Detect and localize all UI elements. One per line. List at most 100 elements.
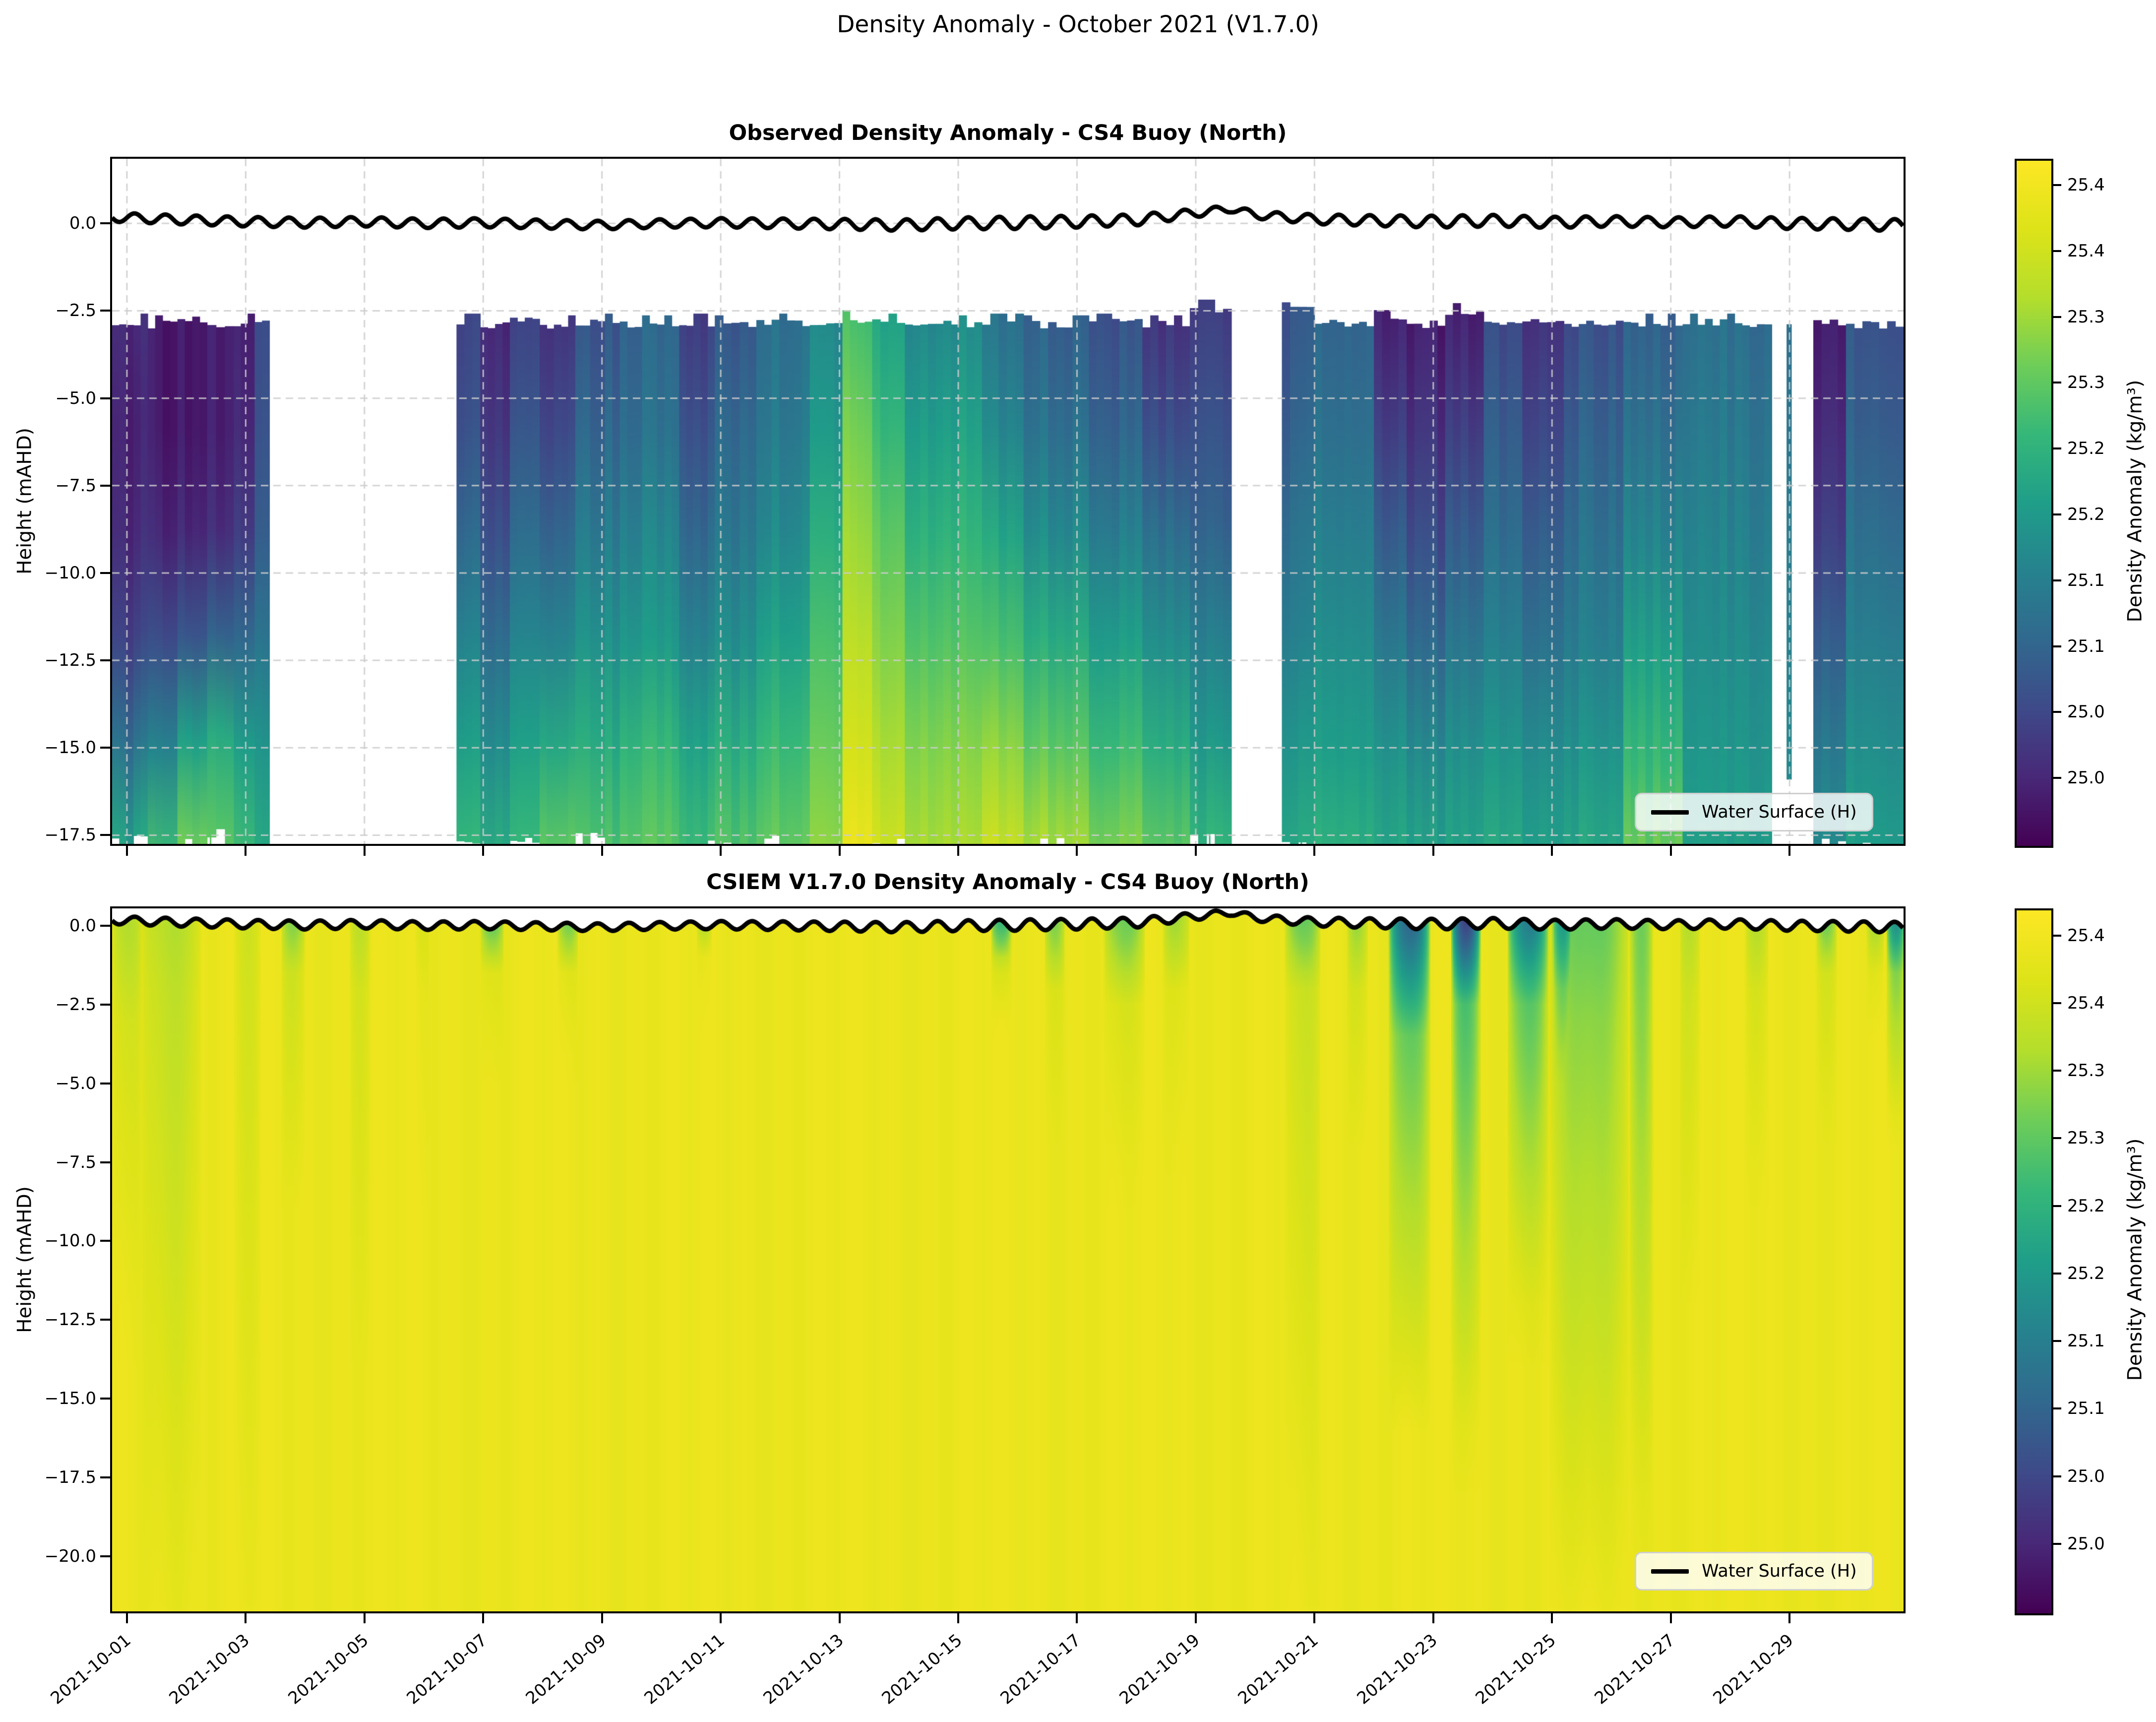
panel2-ytick-label-−20.0: −20.0 <box>44 1546 96 1566</box>
panel1-ytick-label-0.0: 0.0 <box>69 213 96 234</box>
colorbar2-tick-label: 25.1 <box>2067 1331 2105 1351</box>
model-legend: Water Surface (H) <box>1635 1552 1873 1591</box>
colorbar1-tick-label: 25.2 <box>2067 505 2105 525</box>
xtick-label-2021-10-03: 2021-10-03 <box>165 1630 254 1709</box>
colorbar1-tick-label: 25.0 <box>2067 768 2105 788</box>
colorbar2-tick-mark <box>2053 1272 2061 1275</box>
panel1-ytick-label-−17.5: −17.5 <box>44 825 96 845</box>
model-colorbar <box>2015 908 2053 1615</box>
xtick-label-2021-10-11: 2021-10-11 <box>640 1630 729 1709</box>
panel1-ytick-label-−7.5: −7.5 <box>55 475 96 496</box>
panel2-xtick-mark <box>838 1613 841 1623</box>
colorbar1-tick-label: 25.3 <box>2067 307 2105 327</box>
water-surface-line-sample <box>1651 810 1689 815</box>
colorbar2-tick-mark <box>2053 1002 2061 1004</box>
xtick-label-2021-10-07: 2021-10-07 <box>403 1630 491 1709</box>
colorbar2-tick-label: 25.2 <box>2067 1196 2105 1216</box>
observed-y-axis-label: Height (mAHD) <box>13 428 36 574</box>
xtick-label-2021-10-09: 2021-10-09 <box>522 1630 610 1709</box>
colorbar1-tick-label: 25.4 <box>2067 175 2105 195</box>
colorbar2-tick-label: 25.0 <box>2067 1466 2105 1486</box>
panel1-ytick-mark <box>100 659 110 662</box>
colorbar1-tick-label: 25.4 <box>2067 241 2105 261</box>
xtick-label-2021-10-25: 2021-10-25 <box>1472 1630 1560 1709</box>
panel2-ytick-label-−15.0: −15.0 <box>44 1389 96 1409</box>
panel2-xtick-mark <box>1313 1613 1316 1623</box>
panel1-xtick-mark <box>245 846 247 856</box>
panel-model-title: CSIEM V1.7.0 Density Anomaly - CS4 Buoy … <box>706 870 1309 894</box>
panel2-xtick-mark <box>1788 1613 1791 1623</box>
panel2-ytick-mark <box>100 1398 110 1400</box>
panel2-ytick-label-−7.5: −7.5 <box>55 1152 96 1172</box>
xtick-label-2021-10-05: 2021-10-05 <box>284 1630 372 1709</box>
panel1-xtick-mark <box>957 846 960 856</box>
panel1-xtick-mark <box>125 846 128 856</box>
panel2-xtick-mark <box>1432 1613 1434 1623</box>
xtick-label-2021-10-17: 2021-10-17 <box>997 1630 1085 1709</box>
model-legend-label: Water Surface (H) <box>1702 1561 1857 1581</box>
panel2-ytick-mark <box>100 924 110 927</box>
xtick-label-2021-10-27: 2021-10-27 <box>1591 1630 1679 1709</box>
panel2-ytick-label-−2.5: −2.5 <box>55 994 96 1015</box>
observed-heatmap-plot <box>112 159 1904 844</box>
colorbar1-tick-mark <box>2053 513 2061 516</box>
panel1-ytick-mark <box>100 484 110 487</box>
xtick-label-2021-10-01: 2021-10-01 <box>47 1630 135 1709</box>
colorbar2-tick-mark <box>2053 1137 2061 1140</box>
colorbar2-tick-label: 25.2 <box>2067 1263 2105 1283</box>
colorbar2-tick-label: 25.4 <box>2067 993 2105 1013</box>
panel1-xtick-mark <box>1076 846 1078 856</box>
panel1-xtick-mark <box>720 846 722 856</box>
panel2-xtick-mark <box>125 1613 128 1623</box>
xtick-label-2021-10-15: 2021-10-15 <box>878 1630 966 1709</box>
panel1-xtick-mark <box>1313 846 1316 856</box>
panel1-ytick-mark <box>100 572 110 574</box>
panel1-ytick-label-−15.0: −15.0 <box>44 738 96 758</box>
colorbar2-tick-mark <box>2053 1070 2061 1072</box>
observed-colorbar <box>2015 159 2053 848</box>
observed-legend-label: Water Surface (H) <box>1702 802 1857 822</box>
panel2-xtick-mark <box>1194 1613 1197 1623</box>
colorbar1-tick-label: 25.1 <box>2067 636 2105 656</box>
panel1-xtick-mark <box>363 846 366 856</box>
observed-legend: Water Surface (H) <box>1635 793 1873 831</box>
colorbar2-tick-label: 25.3 <box>2067 1128 2105 1148</box>
panel2-xtick-mark <box>363 1613 366 1623</box>
panel2-xtick-mark <box>1551 1613 1553 1623</box>
panel2-ytick-mark <box>100 1161 110 1163</box>
colorbar2-tick-mark <box>2053 1542 2061 1545</box>
panel2-ytick-mark <box>100 1240 110 1242</box>
panel1-xtick-mark <box>601 846 603 856</box>
colorbar2-tick-label: 25.0 <box>2067 1533 2105 1554</box>
panel2-xtick-mark <box>1076 1613 1078 1623</box>
panel2-xtick-mark <box>482 1613 485 1623</box>
colorbar1-tick-label: 25.3 <box>2067 373 2105 393</box>
panel2-xtick-mark <box>245 1613 247 1623</box>
xtick-label-2021-10-13: 2021-10-13 <box>759 1630 848 1709</box>
panel2-ytick-label-−5.0: −5.0 <box>55 1073 96 1093</box>
panel1-ytick-mark <box>100 397 110 399</box>
xtick-label-2021-10-23: 2021-10-23 <box>1353 1630 1441 1709</box>
colorbar1-tick-mark <box>2053 579 2061 581</box>
panel2-xtick-mark <box>720 1613 722 1623</box>
panel1-ytick-label-−5.0: −5.0 <box>55 388 96 408</box>
colorbar1-tick-mark <box>2053 447 2061 450</box>
panel1-ytick-mark <box>100 747 110 749</box>
colorbar2-tick-mark <box>2053 1407 2061 1410</box>
colorbar1-tick-mark <box>2053 382 2061 384</box>
panel2-ytick-mark <box>100 1476 110 1478</box>
colorbar1-tick-mark <box>2053 645 2061 647</box>
panel1-ytick-mark <box>100 834 110 836</box>
panel1-ytick-label-−10.0: −10.0 <box>44 563 96 583</box>
colorbar1-tick-mark <box>2053 711 2061 713</box>
panel1-xtick-mark <box>482 846 485 856</box>
colorbar1-tick-mark <box>2053 250 2061 252</box>
xtick-label-2021-10-19: 2021-10-19 <box>1115 1630 1204 1709</box>
panel2-xtick-mark <box>601 1613 603 1623</box>
panel1-xtick-mark <box>1432 846 1434 856</box>
figure-title: Density Anomaly - October 2021 (V1.7.0) <box>837 11 1319 38</box>
xtick-label-2021-10-21: 2021-10-21 <box>1234 1630 1323 1709</box>
panel2-ytick-mark <box>100 1319 110 1321</box>
colorbar1-tick-label: 25.0 <box>2067 702 2105 722</box>
